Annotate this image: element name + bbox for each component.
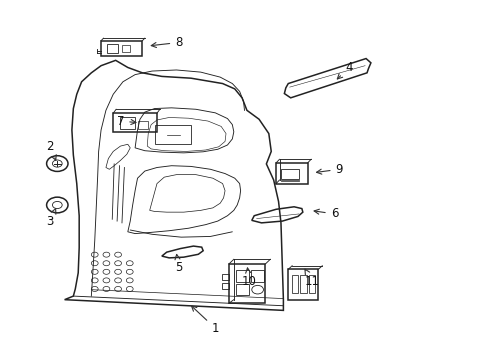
Text: 8: 8 xyxy=(151,36,182,49)
Text: 3: 3 xyxy=(46,208,56,228)
Bar xyxy=(101,41,142,56)
Bar xyxy=(137,121,148,129)
Bar xyxy=(236,270,248,282)
Text: 9: 9 xyxy=(316,163,343,176)
Bar xyxy=(276,163,307,184)
Bar xyxy=(291,275,298,293)
Bar xyxy=(122,45,129,53)
Bar xyxy=(281,180,298,181)
Bar xyxy=(300,275,306,293)
Bar xyxy=(236,284,248,296)
Bar xyxy=(222,274,228,280)
Bar xyxy=(222,283,228,289)
Text: 10: 10 xyxy=(242,268,256,288)
Text: 4: 4 xyxy=(337,61,352,79)
Text: 6: 6 xyxy=(313,207,338,220)
Bar xyxy=(281,168,298,179)
Bar xyxy=(120,117,134,129)
Bar xyxy=(113,113,157,132)
Text: 2: 2 xyxy=(46,140,56,160)
Bar xyxy=(154,125,191,144)
Text: 5: 5 xyxy=(175,255,182,274)
Bar xyxy=(107,44,118,53)
Bar xyxy=(308,275,314,293)
Bar xyxy=(251,270,264,282)
Text: 7: 7 xyxy=(117,114,136,127)
Text: 1: 1 xyxy=(191,306,219,335)
Bar xyxy=(228,264,265,303)
Text: 11: 11 xyxy=(305,269,320,288)
Bar xyxy=(287,269,318,300)
